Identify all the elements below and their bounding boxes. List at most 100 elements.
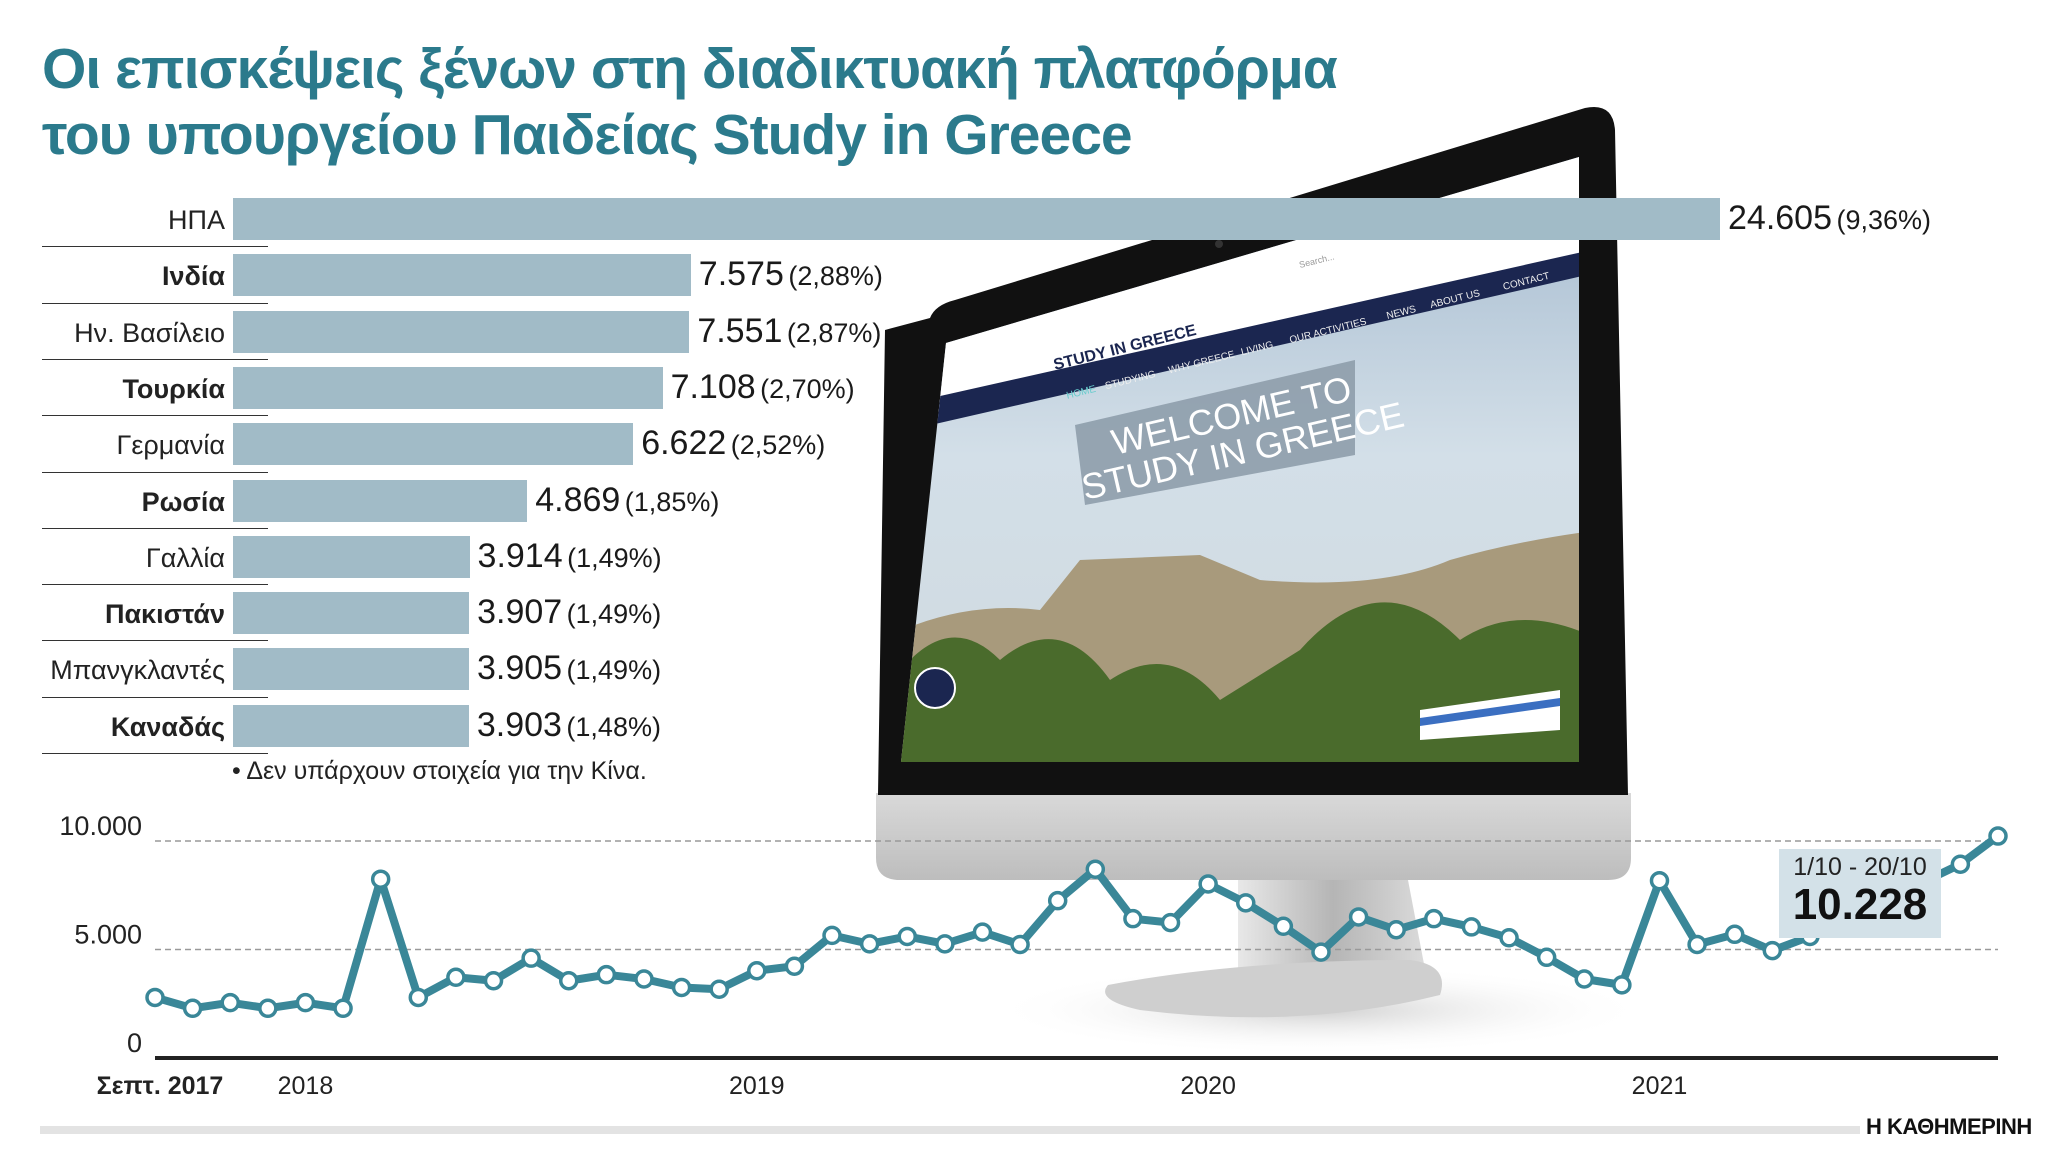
bar-category-label: ΗΠΑ <box>167 205 225 235</box>
welcome-banner <box>1075 360 1355 505</box>
bar-value: 6.622 <box>641 424 727 463</box>
data-point <box>295 992 316 1013</box>
row-divider <box>42 471 268 473</box>
bar-value-label: 4.869 (1,85%) <box>535 481 719 520</box>
stand-base <box>1105 960 1442 1018</box>
data-point <box>1574 969 1595 989</box>
data-point <box>1198 874 1218 894</box>
bar-category-label: Γερμανία <box>116 430 225 461</box>
bar-value-label: 6.622 (2,52%) <box>641 424 825 463</box>
bar-percent: (9,36%) <box>1836 205 1931 235</box>
data-point <box>747 961 767 981</box>
bar-percent: (1,49%) <box>566 655 662 686</box>
bar-value: 3.905 <box>476 649 563 688</box>
y-tick-label: 0 <box>127 1028 142 1058</box>
bar-value: 4.869 <box>535 480 621 519</box>
data-point <box>1950 854 1971 874</box>
data-point <box>1536 947 1557 968</box>
data-point <box>145 987 165 1008</box>
bar-row: Πακιστάν 3.907 (1,49%) <box>0 584 2046 647</box>
bar-value-label: 3.907 (1,49%) <box>477 593 661 632</box>
site-nav-bar <box>901 248 1579 432</box>
row-divider <box>42 640 268 642</box>
bar-value-label: 7.551 (2,87%) <box>697 312 881 351</box>
bar-value: 3.903 <box>476 705 562 744</box>
bar-row: Γερμανία 6.622 (2,52%) <box>0 415 2046 478</box>
row-divider <box>42 415 268 417</box>
data-point <box>1687 934 1707 955</box>
y-tick-label: 10.000 <box>59 811 142 841</box>
data-point <box>671 977 692 998</box>
bar-percent: (2,70%) <box>760 373 855 404</box>
data-point <box>446 967 466 988</box>
title-line-1: Οι επισκέψεις ξένων στη διαδικτυακή πλατ… <box>42 37 1338 101</box>
bar-row: Ην. Βασίλειο 7.551 (2,87%) <box>0 302 2046 366</box>
data-point <box>1424 908 1444 929</box>
series-line <box>153 832 2001 1013</box>
x-tick-label: 2019 <box>729 1072 785 1100</box>
bar-value-label: 3.914 (1,49%) <box>478 537 662 576</box>
bar-row: Καναδάς 3.903 (1,48%) <box>0 696 2046 760</box>
data-point <box>1010 934 1030 955</box>
site-badge-icon <box>914 667 956 709</box>
bar-category-label: Πακιστάν <box>104 599 225 630</box>
bar-value: 7.551 <box>697 311 783 350</box>
x-tick-label: 2020 <box>1180 1072 1236 1100</box>
monitor-chin <box>876 793 1631 880</box>
bar <box>233 592 470 635</box>
data-point <box>1311 942 1331 962</box>
data-point <box>333 998 353 1019</box>
data-point <box>1123 908 1143 929</box>
row-divider <box>42 527 268 529</box>
bar-row: ΗΠΑ 24.605 (9,36%) <box>0 197 2046 253</box>
bar-row-end <box>0 753 2046 816</box>
data-point <box>1085 859 1106 879</box>
data-point <box>1612 975 1632 995</box>
bar <box>233 423 634 466</box>
page-title: Οι επισκέψεις ξένων στη διαδικτυακή πλατ… <box>42 36 1338 168</box>
bar-value-label: 7.108 (2,70%) <box>671 368 855 407</box>
bar <box>233 479 528 522</box>
data-point <box>1988 826 2008 846</box>
row-divider <box>42 246 268 248</box>
data-point <box>859 934 880 954</box>
bar <box>233 198 1720 240</box>
row-divider <box>42 358 268 360</box>
bar-row: Γαλλία 3.914 (1,49%) <box>0 527 2046 591</box>
latest-value-callout: 1/10 - 20/10 10.228 <box>1779 849 1941 938</box>
footnote: • Δεν υπάρχουν στοιχεία για την Κίνα. <box>232 757 647 785</box>
callout-period: 1/10 - 20/10 <box>1793 853 1927 881</box>
data-point <box>1499 928 1519 948</box>
data-point <box>1047 890 1068 911</box>
bar <box>233 535 470 578</box>
bar-value: 3.914 <box>477 536 563 575</box>
data-point <box>596 964 617 985</box>
bar-category-label: Γαλλία <box>145 542 225 573</box>
data-point <box>1386 920 1406 940</box>
bar <box>233 704 469 747</box>
bar-percent: (1,85%) <box>624 486 720 517</box>
bar-category-label: Τουρκία <box>122 373 225 404</box>
bar-percent: (2,87%) <box>786 317 882 348</box>
bar-percent: (1,49%) <box>567 542 662 573</box>
data-point <box>558 970 579 991</box>
data-point <box>1160 912 1181 933</box>
bar-value-label: 24.605 (9,36%) <box>1728 199 1931 238</box>
data-point <box>1348 907 1369 927</box>
bar <box>233 310 690 353</box>
bar-percent: (1,49%) <box>566 599 662 630</box>
bar <box>233 254 691 297</box>
row-divider <box>42 584 268 586</box>
row-divider <box>42 696 268 698</box>
callout-value: 10.228 <box>1792 880 1928 929</box>
y-tick-label: 5.000 <box>74 920 142 950</box>
bar-percent: (2,88%) <box>788 261 883 292</box>
data-point <box>521 948 541 968</box>
bar-category-label: Μπανγκλαντές <box>50 655 225 686</box>
bar-category-label: Ρωσία <box>141 486 225 517</box>
bar <box>233 366 663 409</box>
bar-value: 7.575 <box>698 255 784 294</box>
bar-value-label: 7.575 (2,88%) <box>699 255 883 294</box>
